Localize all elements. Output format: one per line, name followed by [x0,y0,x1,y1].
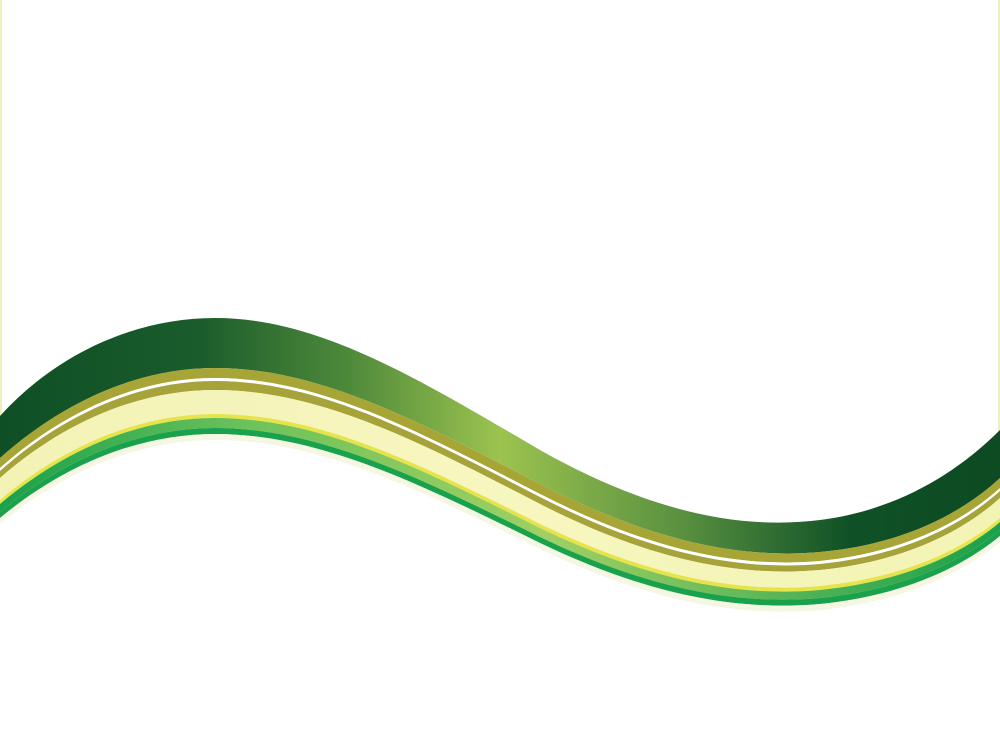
yellow-stripe [0,414,1000,592]
pale-lower-edge [0,434,1000,612]
white-stripe [0,378,1000,566]
left-edge-line [0,0,2,470]
olive-inner-stripe [0,381,1000,572]
dark-green-wave-band [0,318,1000,554]
green-stripe [0,428,1000,606]
cream-stripe [0,390,1000,588]
olive-stripe [0,368,1000,563]
right-edge-line [998,0,1000,520]
light-green-stripe [0,418,1000,600]
